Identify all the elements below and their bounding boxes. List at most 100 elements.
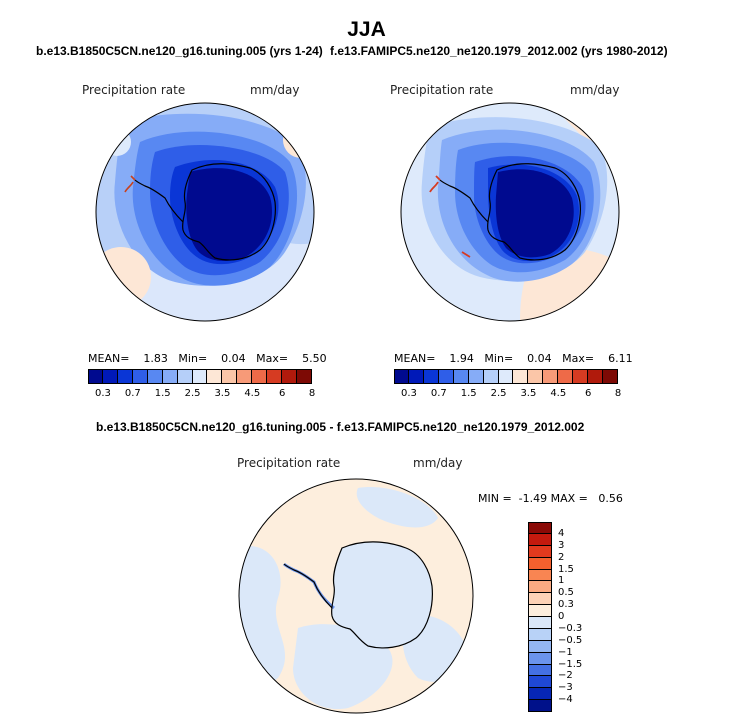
colorbar-box [192, 369, 208, 384]
colorbar-box [528, 628, 552, 641]
colorbar-box [528, 605, 552, 617]
colorbar-box [528, 593, 552, 606]
colorbar-box [483, 369, 499, 384]
colorbar-box [528, 640, 552, 653]
colorbar-box [267, 369, 283, 384]
panel-2-case-title: f.e13.FAMIPC5.ne120_ne120.1979_2012.002 … [330, 44, 668, 58]
colorbar-box [132, 369, 148, 384]
colorbar-box [438, 369, 454, 384]
colorbar-box [177, 369, 193, 384]
panel-2-map [400, 102, 620, 322]
colorbar-tick-label: −0.3 [558, 622, 583, 634]
panel-2-colorbar-ticks: 0.3 0.7 1.5 2.5 3.5 4.5 6 8 [394, 388, 621, 402]
colorbar-tick-label: 0 [558, 611, 565, 622]
colorbar-tick-label: −3 [558, 682, 573, 694]
colorbar-box [528, 581, 552, 594]
colorbar-tick-label: 8 [614, 388, 622, 399]
colorbar-tick-label: 8 [308, 388, 316, 399]
panel-1-stats: MEAN= 1.83 Min= 0.04 Max= 5.50 [88, 352, 327, 365]
colorbar-box [603, 369, 618, 384]
colorbar-tick-label: 0.3 [94, 388, 111, 399]
colorbar-box [394, 369, 409, 384]
colorbar-tick-label: −2 [558, 670, 573, 682]
colorbar-box [528, 522, 552, 534]
colorbar-box [117, 369, 133, 384]
colorbar-tick-label: 0.7 [124, 388, 141, 399]
diff-title: b.e13.B1850C5CN.ne120_g16.tuning.005 - f… [96, 420, 585, 434]
panel-2-max-label: Max= [562, 352, 595, 365]
colorbar-tick-label: 6 [278, 388, 286, 399]
colorbar-tick-label: 3.5 [520, 388, 537, 399]
colorbar-tick-label: 3.5 [214, 388, 231, 399]
colorbar-box [528, 676, 552, 689]
panel-2-variable-label: Precipitation rate [390, 83, 494, 97]
colorbar-box [528, 545, 552, 558]
diff-colorbar-ticks: 4 3 2 1.5 1 0.5 0.3 0 −0.3 −0.5 −1 −1.5 −2 −3 −4 [558, 522, 598, 712]
panel-1-variable-label: Precipitation rate [82, 83, 186, 97]
diff-units-label: mm/day [413, 456, 463, 470]
colorbar-tick-label: 3 [558, 539, 565, 551]
panel-1-max-label: Max= [256, 352, 289, 365]
colorbar-box [147, 369, 163, 384]
colorbar-box [498, 369, 514, 384]
colorbar-tick-label: 0.7 [430, 388, 447, 399]
colorbar-box [282, 369, 298, 384]
panel-2-colorbar [394, 369, 618, 384]
panel-1-mean-label: MEAN= [88, 352, 130, 365]
colorbar-box [558, 369, 574, 384]
colorbar-tick-label: 0.5 [558, 587, 574, 599]
panel-2-min-value: 0.04 [527, 352, 552, 365]
colorbar-tick-label: 1.5 [460, 388, 477, 399]
panel-2-units-label: mm/day [570, 83, 620, 97]
colorbar-tick-label: −0.5 [558, 634, 583, 646]
colorbar-box [468, 369, 484, 384]
colorbar-box [453, 369, 469, 384]
diff-map [238, 478, 474, 714]
panel-2-mean-label: MEAN= [394, 352, 436, 365]
colorbar-tick-label: 6 [584, 388, 592, 399]
colorbar-tick-label: 4 [558, 527, 565, 539]
panel-1-colorbar [88, 369, 312, 384]
colorbar-box [207, 369, 223, 384]
colorbar-box [528, 533, 552, 546]
colorbar-tick-label: 4.5 [550, 388, 567, 399]
colorbar-box [513, 369, 529, 384]
colorbar-box [237, 369, 253, 384]
colorbar-box [408, 369, 424, 384]
panel-2-stats: MEAN= 1.94 Min= 0.04 Max= 6.11 [394, 352, 633, 365]
colorbar-box [423, 369, 439, 384]
colorbar-box [588, 369, 604, 384]
colorbar-tick-label: 0.3 [400, 388, 417, 399]
colorbar-box [528, 652, 552, 665]
colorbar-box [573, 369, 589, 384]
colorbar-box [528, 617, 552, 629]
panel-1-case-title: b.e13.B1850C5CN.ne120_g16.tuning.005 (yr… [36, 44, 323, 58]
colorbar-box [162, 369, 178, 384]
colorbar-tick-label: −1.5 [558, 658, 583, 670]
colorbar-box [528, 700, 552, 712]
colorbar-box [252, 369, 268, 384]
figure-title: JJA [347, 18, 386, 41]
panel-1-min-label: Min= [178, 352, 208, 365]
panel-1-min-value: 0.04 [221, 352, 246, 365]
colorbar-box [528, 569, 552, 582]
colorbar-box [528, 688, 552, 701]
panel-2-max-value: 6.11 [608, 352, 633, 365]
panel-2-min-label: Min= [484, 352, 514, 365]
panel-1-colorbar-ticks: 0.3 0.7 1.5 2.5 3.5 4.5 6 8 [88, 388, 315, 402]
colorbar-box [102, 369, 118, 384]
colorbar-box [528, 369, 544, 384]
colorbar-tick-label: 1 [558, 575, 565, 587]
colorbar-box [88, 369, 103, 384]
panel-1-map [95, 102, 315, 322]
colorbar-tick-label: 4.5 [244, 388, 261, 399]
diff-variable-label: Precipitation rate [237, 456, 341, 470]
colorbar-box [543, 369, 559, 384]
diff-stats: MIN = -1.49 MAX = 0.56 [478, 492, 623, 505]
colorbar-tick-label: 2.5 [490, 388, 507, 399]
panel-2-mean-value: 1.94 [449, 352, 474, 365]
colorbar-box [297, 369, 312, 384]
panel-1-mean-value: 1.83 [143, 352, 168, 365]
colorbar-tick-label: 1.5 [558, 563, 574, 575]
colorbar-box [528, 557, 552, 570]
